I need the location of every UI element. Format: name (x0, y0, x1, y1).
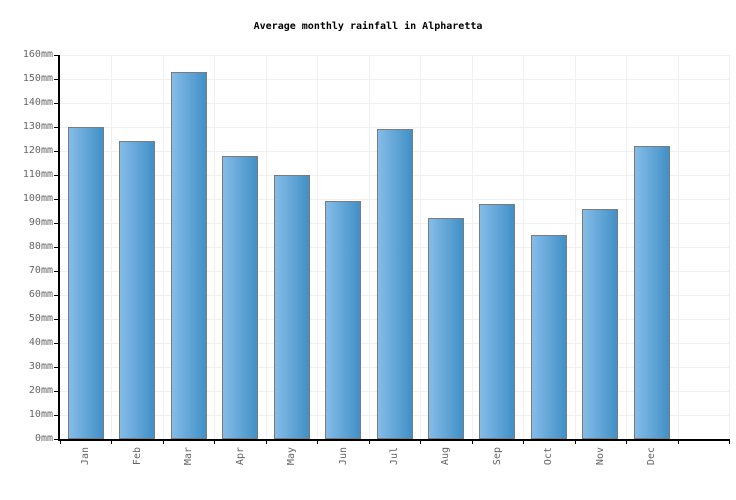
x-axis-label-may: May (286, 447, 298, 466)
v-gridline (162, 55, 164, 439)
x-axis-tick (214, 439, 216, 444)
h-gridline (60, 55, 729, 56)
x-axis-tick (111, 439, 113, 444)
y-axis-tick (54, 439, 58, 440)
y-axis-tick-label: 140mm (22, 97, 53, 108)
y-axis-tick (54, 319, 58, 320)
y-axis-tick (54, 295, 58, 296)
x-axis-label-jan: Jan (80, 447, 92, 466)
x-axis-tick (471, 439, 473, 444)
y-axis-tick-label: 130mm (22, 121, 53, 132)
x-axis-label-nov: Nov (594, 447, 606, 466)
v-gridline (317, 55, 319, 439)
chart-title: Average monthly rainfall in Alpharetta (253, 21, 483, 32)
v-gridline (471, 55, 473, 439)
y-axis-tick (54, 199, 58, 200)
x-axis-label-feb: Feb (131, 447, 143, 466)
bar-feb (119, 141, 156, 439)
y-axis-tick (54, 79, 58, 80)
x-axis-tick (729, 439, 730, 444)
x-axis-label-apr: Apr (234, 447, 246, 466)
x-axis-tick (60, 439, 61, 444)
bar-aug (427, 218, 464, 439)
y-axis-tick (54, 223, 58, 224)
v-gridline (729, 55, 730, 439)
y-axis-tick (54, 55, 58, 56)
x-axis-label-aug: Aug (440, 447, 452, 466)
x-axis-label-oct: Oct (543, 447, 555, 466)
x-axis-label-sep: Sep (491, 447, 503, 466)
bar-nov (582, 208, 619, 439)
v-gridline (368, 55, 370, 439)
y-axis-tick-label: 30mm (28, 361, 53, 372)
v-gridline (111, 55, 113, 439)
y-axis-tick (54, 391, 58, 392)
y-axis-tick (54, 103, 58, 104)
y-axis-tick (54, 343, 58, 344)
bar-may (273, 175, 310, 439)
bar-sep (479, 203, 516, 439)
y-axis-tick-label: 100mm (22, 193, 53, 204)
v-gridline (523, 55, 525, 439)
y-axis-tick-label: 160mm (22, 49, 53, 60)
h-gridline (60, 127, 729, 128)
x-axis-label-jul: Jul (389, 447, 400, 466)
x-axis-tick (523, 439, 525, 444)
bar-oct (530, 235, 567, 439)
x-axis-tick (574, 439, 576, 444)
x-axis-tick (368, 439, 370, 444)
x-axis (58, 439, 729, 441)
x-axis-label-jun: Jun (337, 447, 349, 466)
y-axis (58, 55, 60, 441)
h-gridline (60, 79, 729, 80)
y-axis-tick-label: 20mm (28, 385, 53, 396)
x-axis-label-mar: Mar (183, 447, 195, 466)
x-axis-tick (420, 439, 422, 444)
y-axis-tick-label: 50mm (28, 313, 53, 324)
x-axis-tick (677, 439, 679, 444)
v-gridline (677, 55, 679, 439)
x-axis-tick (626, 439, 628, 444)
bar-jul (376, 129, 413, 439)
y-axis-tick (54, 151, 58, 152)
y-axis-tick-label: 90mm (28, 217, 53, 228)
bar-mar (170, 71, 207, 439)
y-axis-tick-label: 150mm (22, 73, 53, 84)
y-axis-tick-label: 60mm (28, 289, 53, 300)
x-axis-tick (162, 439, 164, 444)
y-axis-tick (54, 415, 58, 416)
bar-jun (325, 201, 362, 439)
bar-jan (67, 127, 104, 439)
v-gridline (265, 55, 267, 439)
y-axis-tick (54, 175, 58, 176)
y-axis-tick (54, 247, 58, 248)
y-axis-tick-label: 120mm (22, 145, 53, 156)
y-axis-tick-label: 70mm (28, 265, 53, 276)
v-gridline (574, 55, 576, 439)
x-axis-tick (265, 439, 267, 444)
bar-apr (222, 155, 259, 439)
x-axis-tick (317, 439, 319, 444)
y-axis-tick-label: 110mm (22, 169, 53, 180)
y-axis-tick-label: 40mm (28, 337, 53, 348)
bar-dec (633, 146, 670, 439)
y-axis-tick (54, 127, 58, 128)
v-gridline (420, 55, 422, 439)
h-gridline (60, 103, 729, 104)
x-axis-label-dec: Dec (646, 447, 658, 466)
v-gridline (626, 55, 628, 439)
y-axis-tick-label: 0mm (34, 433, 53, 444)
v-gridline (214, 55, 216, 439)
y-axis-tick (54, 367, 58, 368)
y-axis-tick-label: 10mm (28, 409, 53, 420)
y-axis-tick (54, 271, 58, 272)
y-axis-tick-label: 80mm (28, 241, 53, 252)
